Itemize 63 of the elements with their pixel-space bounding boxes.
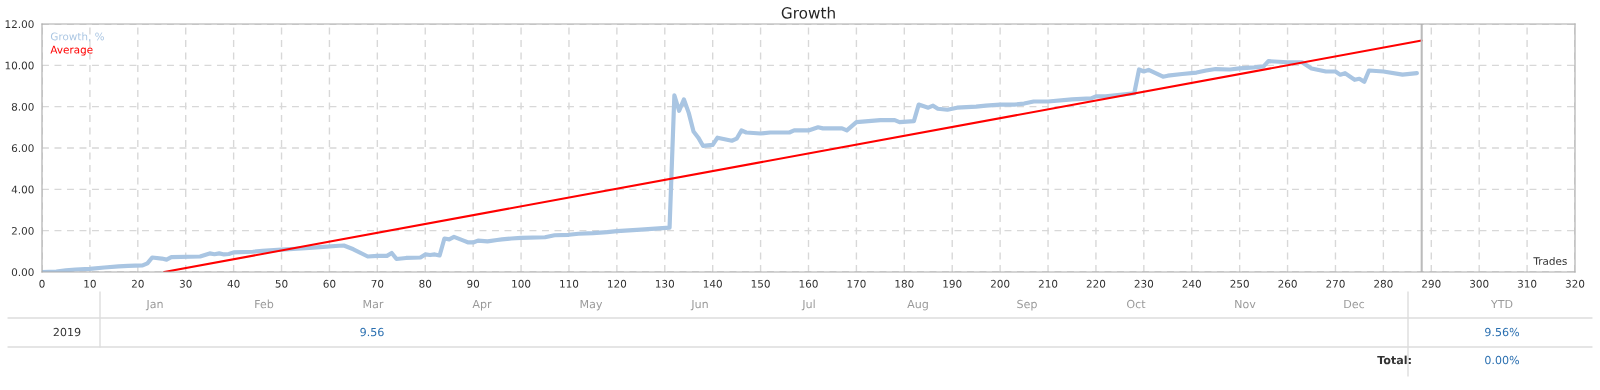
x-tick-label: 80 xyxy=(419,279,432,288)
y-tick-label: 8.00 xyxy=(11,102,34,111)
x-tick-label: 210 xyxy=(1038,279,1058,288)
y-tick-label: 2.00 xyxy=(11,226,34,235)
x-tick-label: 170 xyxy=(847,279,866,288)
text: 9.56% xyxy=(1485,327,1520,337)
text: Sep xyxy=(1017,299,1037,311)
x-tick-label: 90 xyxy=(467,279,480,288)
x-tick-label: 190 xyxy=(943,279,962,288)
text: Dec xyxy=(1344,299,1365,309)
x-tick-label: 230 xyxy=(1134,279,1154,288)
x-tick-label: 240 xyxy=(1182,279,1201,288)
text: Oct xyxy=(1127,299,1146,309)
text: Jun xyxy=(690,299,708,311)
x-tick-label: 220 xyxy=(1086,279,1106,288)
text: Average xyxy=(50,45,93,56)
x-tick-label: 100 xyxy=(512,279,531,288)
text: 9.56 xyxy=(360,327,384,337)
x-tick-label: 250 xyxy=(1230,279,1249,288)
x-tick-label: 110 xyxy=(560,279,579,288)
x-tick-label: 50 xyxy=(275,279,288,288)
x-tick-label: 290 xyxy=(1422,279,1441,288)
x-tick-label: 310 xyxy=(1517,279,1537,288)
x-tick-label: 70 xyxy=(371,279,384,288)
y-tick-label: 6.00 xyxy=(11,144,34,153)
text: Nov xyxy=(1235,299,1256,309)
x-tick-label: 280 xyxy=(1374,279,1393,288)
x-tick-label: 30 xyxy=(179,279,192,288)
chart-title: Growth xyxy=(781,6,835,19)
y-tick-label: 4.00 xyxy=(11,185,34,194)
x-tick-label: 320 xyxy=(1565,279,1585,288)
x-tick-label: 160 xyxy=(799,279,818,288)
x-tick-label: 60 xyxy=(323,279,336,288)
y-tick-label: 0.00 xyxy=(11,268,34,277)
x-axis-title: Trades xyxy=(1533,256,1567,266)
text: 2019 xyxy=(53,327,81,337)
text: Aug xyxy=(907,299,928,311)
text: Growth, % xyxy=(50,32,104,42)
x-tick-label: 200 xyxy=(990,279,1010,288)
text: 0.00% xyxy=(1485,355,1520,365)
text: Mar xyxy=(363,299,384,309)
x-tick-label: 150 xyxy=(751,279,770,288)
x-tick-label: 300 xyxy=(1470,279,1489,288)
text: Feb xyxy=(255,299,274,309)
x-tick-label: 130 xyxy=(655,279,675,288)
y-tick-label: 10.00 xyxy=(5,61,34,70)
x-tick-label: 260 xyxy=(1278,279,1297,288)
x-tick-label: 20 xyxy=(131,279,144,288)
line-series xyxy=(42,59,1419,272)
text: YTD xyxy=(1490,299,1513,309)
x-tick-label: 120 xyxy=(608,279,627,288)
text: Apr xyxy=(472,299,492,311)
text: Jul xyxy=(801,299,815,311)
x-tick-label: 40 xyxy=(227,279,240,288)
y-tick-label: 12.00 xyxy=(5,20,34,29)
x-tick-label: 180 xyxy=(895,279,914,288)
text: May xyxy=(580,299,603,311)
x-tick-label: 0 xyxy=(39,279,45,288)
x-tick-label: 270 xyxy=(1326,279,1345,288)
x-tick-label: 10 xyxy=(84,279,96,288)
text: Jan xyxy=(145,299,163,311)
x-tick-label: 140 xyxy=(703,279,722,288)
text: Total: xyxy=(1377,355,1411,365)
